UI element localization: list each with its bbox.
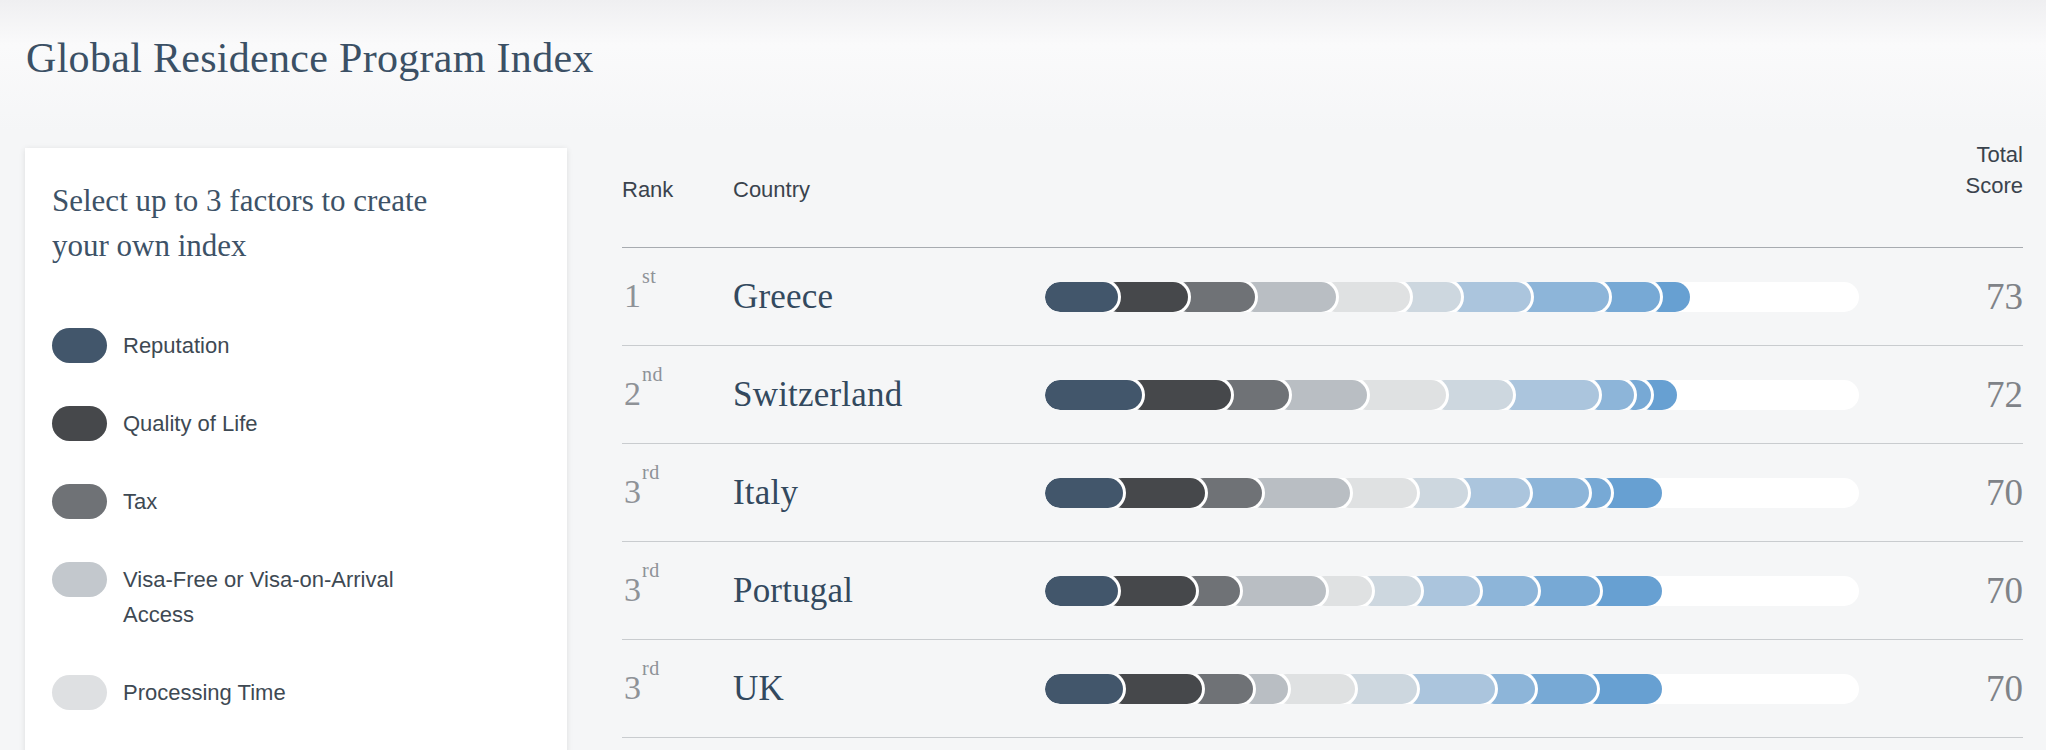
factor-item-label: Visa-Free or Visa-on-Arrival Access (123, 562, 463, 632)
factor-item-reputation[interactable]: Reputation (52, 328, 537, 363)
total-score-value: 70 (1859, 569, 2023, 612)
factor-panel-heading: Select up to 3 factors to create your ow… (52, 178, 472, 268)
header-rank-label: Rank (622, 177, 733, 247)
factor-item-label: Reputation (123, 328, 229, 363)
factor-item-label: Tax (123, 484, 157, 519)
score-bar-cell (1045, 576, 1859, 606)
ranking-table: Rank Country Total Score 1stGreece732ndS… (622, 110, 2023, 738)
score-bar-track (1045, 478, 1859, 508)
country-name: Greece (733, 277, 1045, 317)
header-bar-spacer (1045, 203, 1859, 247)
factor-item-quality-of-life[interactable]: Quality of Life (52, 406, 537, 441)
score-bar-track (1045, 674, 1859, 704)
rank-number: 3 (624, 670, 641, 707)
country-name: Portugal (733, 571, 1045, 611)
rank-ordinal: st (642, 265, 656, 287)
factor-item-label: Quality of Life (123, 406, 258, 441)
factor-item-label: Processing Time (123, 675, 286, 710)
factor-item-processing-time[interactable]: Processing Time (52, 675, 537, 710)
country-name: UK (733, 669, 1045, 709)
header-total-score-label: Total Score (1953, 139, 2023, 247)
rank-cell: 3rd (622, 571, 733, 609)
score-bar-segment-1 (1045, 576, 1118, 606)
table-body: 1stGreece732ndSwitzerland723rdItaly703rd… (622, 248, 2023, 738)
header-country-label: Country (733, 177, 1045, 247)
factor-color-pill-icon (52, 406, 107, 441)
factor-color-pill-icon (52, 484, 107, 519)
table-header-row: Rank Country Total Score (622, 110, 2023, 248)
total-score-value: 70 (1859, 471, 2023, 514)
score-bar-cell (1045, 380, 1859, 410)
rank-ordinal: rd (642, 559, 660, 581)
rank-number: 3 (624, 572, 641, 609)
factor-item-tax[interactable]: Tax (52, 484, 537, 519)
rank-cell: 3rd (622, 669, 733, 707)
rank-number: 2 (624, 376, 641, 413)
factor-color-pill-icon (52, 675, 107, 710)
factor-item-visa-free-or-visa-on-arrival-access[interactable]: Visa-Free or Visa-on-Arrival Access (52, 562, 537, 632)
rank-cell: 1st (622, 277, 733, 315)
rank-number: 3 (624, 474, 641, 511)
score-bar-segment-1 (1045, 478, 1123, 508)
rank-cell: 2nd (622, 375, 733, 413)
score-bar-segment-1 (1045, 282, 1118, 312)
factor-color-pill-icon (52, 328, 107, 363)
score-bar-track (1045, 380, 1859, 410)
score-bar-track (1045, 282, 1859, 312)
table-row-switzerland[interactable]: 2ndSwitzerland72 (622, 346, 2023, 444)
rank-ordinal: nd (642, 363, 663, 385)
score-bar-cell (1045, 674, 1859, 704)
table-row-greece[interactable]: 1stGreece73 (622, 248, 2023, 346)
rank-ordinal: rd (642, 657, 660, 679)
rank-number: 1 (624, 278, 641, 315)
rank-ordinal: rd (642, 461, 660, 483)
table-row-portugal[interactable]: 3rdPortugal70 (622, 542, 2023, 640)
country-name: Switzerland (733, 375, 1045, 415)
factor-color-pill-icon (52, 562, 107, 597)
factor-list: Reputation Quality of Life Tax Visa-Free or… (52, 328, 537, 710)
page-title: Global Residence Program Index (26, 34, 594, 82)
table-row-italy[interactable]: 3rdItaly70 (622, 444, 2023, 542)
score-bar-track (1045, 576, 1859, 606)
country-name: Italy (733, 473, 1045, 513)
score-bar-cell (1045, 282, 1859, 312)
total-score-value: 73 (1859, 275, 2023, 318)
score-bar-segment-1 (1045, 380, 1142, 410)
factor-selection-panel: Select up to 3 factors to create your ow… (25, 148, 567, 750)
score-bar-cell (1045, 478, 1859, 508)
total-score-value: 72 (1859, 373, 2023, 416)
total-score-value: 70 (1859, 667, 2023, 710)
score-bar-segment-1 (1045, 674, 1123, 704)
rank-cell: 3rd (622, 473, 733, 511)
table-row-uk[interactable]: 3rdUK70 (622, 640, 2023, 738)
